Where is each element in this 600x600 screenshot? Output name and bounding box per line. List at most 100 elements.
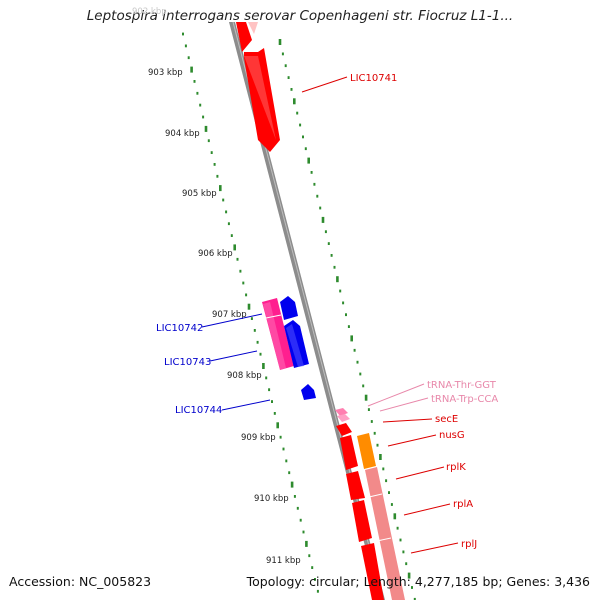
tick-track-left bbox=[182, 32, 319, 593]
minor-tick bbox=[310, 171, 313, 174]
minor-tick bbox=[273, 412, 276, 415]
minor-tick bbox=[327, 242, 330, 245]
label-lic10743[interactable]: LIC10743 bbox=[164, 357, 211, 368]
feature-lic10741[interactable] bbox=[236, 22, 280, 152]
minor-tick bbox=[245, 293, 248, 297]
minor-tick bbox=[316, 194, 319, 198]
label-sece[interactable]: secE bbox=[435, 414, 458, 425]
label-rpla[interactable]: rplA bbox=[453, 499, 473, 510]
minor-tick bbox=[253, 329, 256, 332]
tick-label-907: 907 kbp bbox=[212, 310, 247, 320]
label-trna-trp-group: tRNA-Trp-CCA bbox=[379, 394, 498, 412]
minor-tick bbox=[182, 32, 184, 36]
label-trna-thr-group: tRNA-Thr-GGT bbox=[367, 380, 497, 407]
major-tick bbox=[219, 185, 222, 192]
minor-tick bbox=[284, 64, 287, 68]
minor-tick bbox=[388, 491, 390, 494]
minor-tick bbox=[413, 597, 416, 600]
minor-tick bbox=[242, 281, 245, 285]
minor-tick bbox=[222, 198, 225, 202]
tick-label-904: 904 kbp bbox=[165, 129, 200, 139]
minor-tick bbox=[193, 80, 196, 83]
label-lic10742-group: LIC10742 bbox=[156, 313, 263, 334]
minor-tick bbox=[373, 431, 376, 435]
tick-label-902: 902 kbp bbox=[132, 7, 167, 17]
minor-tick bbox=[259, 352, 262, 356]
feature-lic10743[interactable] bbox=[280, 296, 309, 368]
minor-tick bbox=[199, 103, 202, 107]
minor-tick bbox=[216, 174, 219, 178]
major-tick bbox=[247, 303, 251, 310]
major-tick bbox=[350, 335, 353, 342]
minor-tick bbox=[282, 447, 285, 451]
major-tick bbox=[278, 39, 282, 45]
minor-tick bbox=[285, 459, 288, 463]
minor-tick bbox=[271, 400, 273, 403]
major-tick bbox=[407, 572, 411, 579]
minor-tick bbox=[299, 123, 302, 127]
label-lic10743-group: LIC10743 bbox=[164, 350, 258, 368]
label-rplj[interactable]: rplJ bbox=[461, 539, 477, 550]
feature-sece[interactable] bbox=[336, 423, 352, 436]
label-lic10742[interactable]: LIC10742 bbox=[156, 323, 203, 334]
minor-tick bbox=[345, 313, 347, 317]
minor-tick bbox=[256, 340, 259, 344]
feature-trna[interactable] bbox=[335, 408, 350, 422]
feature-rplj[interactable] bbox=[361, 543, 384, 600]
minor-tick bbox=[184, 44, 187, 48]
tick-label-910: 910 kbp bbox=[254, 494, 289, 504]
feature-orange-rrna[interactable] bbox=[357, 433, 376, 469]
minor-tick bbox=[239, 269, 242, 273]
feature-lic10744[interactable] bbox=[301, 384, 316, 400]
minor-tick bbox=[353, 348, 356, 352]
minor-tick bbox=[347, 325, 350, 328]
feature-nusg[interactable] bbox=[340, 435, 358, 470]
label-rplk[interactable]: rplK bbox=[446, 462, 466, 473]
minor-tick bbox=[399, 538, 402, 542]
label-lic10741-group: LIC10741 bbox=[301, 73, 397, 93]
feature-rplk[interactable] bbox=[346, 471, 365, 500]
major-tick bbox=[379, 454, 382, 460]
label-lic10741[interactable]: LIC10741 bbox=[350, 73, 397, 84]
tick-track-right bbox=[278, 39, 416, 600]
major-tick bbox=[276, 422, 279, 429]
minor-tick bbox=[316, 589, 319, 593]
topology-text: Topology: circular; Length: 4,277,185 bp… bbox=[246, 574, 590, 589]
feature-rpla[interactable] bbox=[352, 500, 372, 542]
minor-tick bbox=[265, 376, 268, 380]
label-lic10744[interactable]: LIC10744 bbox=[175, 405, 222, 416]
minor-tick bbox=[390, 503, 393, 506]
minor-tick bbox=[236, 257, 239, 261]
feature-pale-strip bbox=[365, 467, 405, 600]
minor-tick bbox=[288, 471, 291, 475]
major-tick bbox=[262, 363, 265, 369]
minor-tick bbox=[376, 443, 379, 447]
minor-tick bbox=[250, 317, 253, 320]
minor-tick bbox=[405, 562, 408, 566]
label-nusg[interactable]: nusG bbox=[439, 430, 465, 441]
label-trna-thr[interactable]: tRNA-Thr-GGT bbox=[427, 380, 497, 391]
minor-tick bbox=[396, 526, 399, 530]
tick-label-903: 903 kbp bbox=[148, 68, 183, 78]
minor-tick bbox=[268, 388, 271, 392]
minor-tick bbox=[296, 111, 299, 115]
tick-label-909: 909 kbp bbox=[241, 433, 276, 443]
minor-tick bbox=[290, 88, 293, 91]
ruler-labels: 902 kbp 903 kbp 904 kbp 905 kbp 906 kbp … bbox=[132, 7, 301, 566]
major-tick bbox=[233, 244, 236, 251]
major-tick bbox=[293, 98, 296, 105]
label-nusg-group: nusG bbox=[387, 430, 465, 447]
minor-tick bbox=[385, 479, 388, 483]
minor-tick bbox=[287, 76, 290, 79]
label-trna-trp[interactable]: tRNA-Trp-CCA bbox=[431, 394, 498, 405]
minor-tick bbox=[339, 289, 342, 293]
tick-label-905: 905 kbp bbox=[182, 189, 217, 199]
minor-tick bbox=[296, 506, 299, 510]
major-tick bbox=[290, 481, 294, 488]
feature-lic10742[interactable] bbox=[262, 298, 294, 370]
minor-tick bbox=[342, 301, 345, 305]
tick-label-911: 911 kbp bbox=[266, 556, 301, 566]
minor-tick bbox=[207, 139, 210, 143]
minor-tick bbox=[330, 254, 333, 257]
